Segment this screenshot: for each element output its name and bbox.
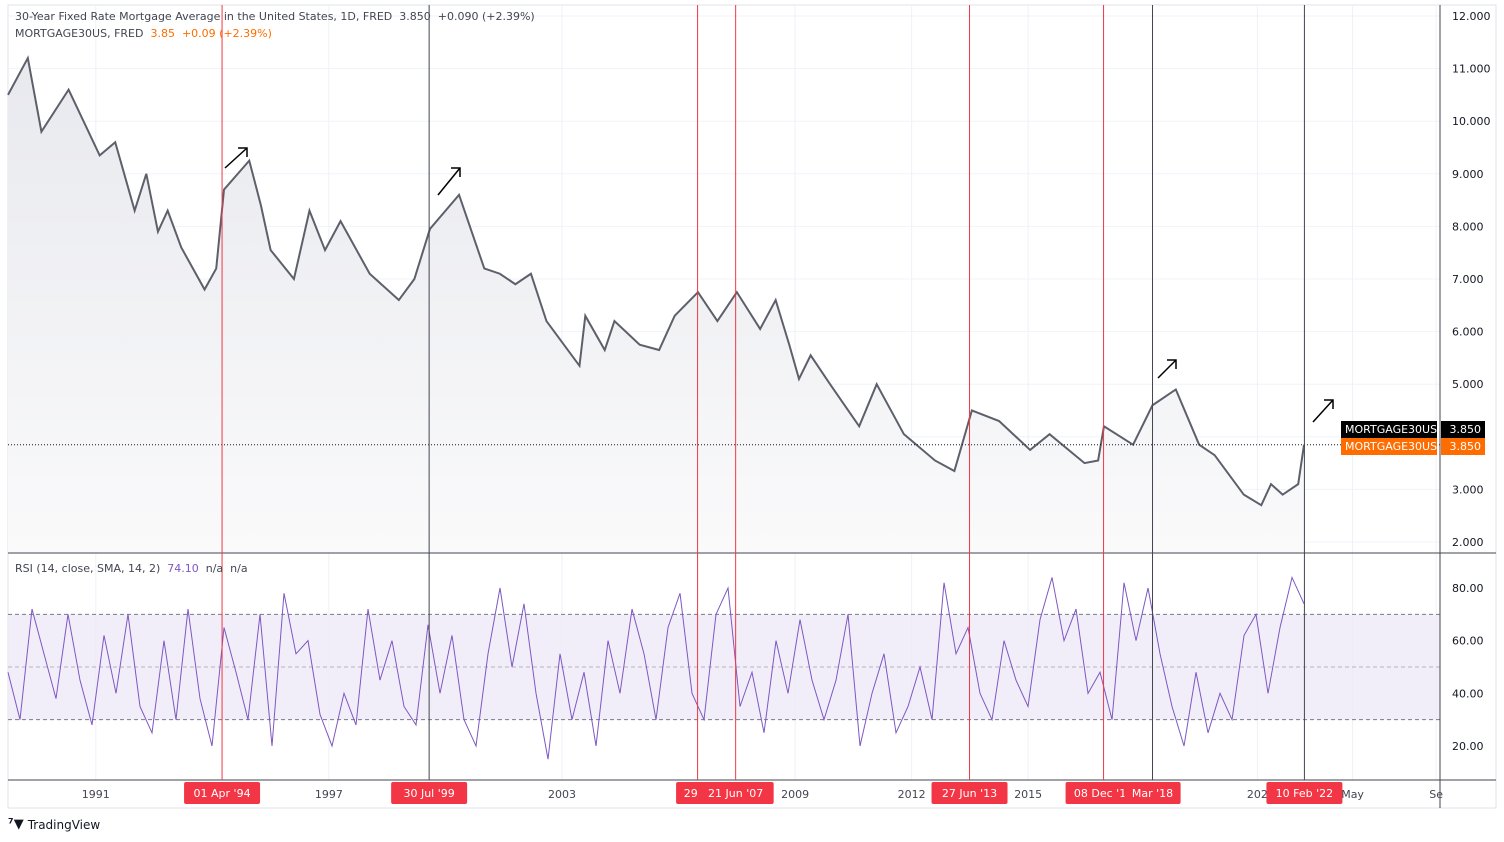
rsi-y-tick-label: 40.00 xyxy=(1452,687,1484,700)
date-marker-tag xyxy=(391,782,468,804)
rsi-na: n/a xyxy=(205,562,224,575)
y-tick-label: 9.000 xyxy=(1452,168,1484,181)
price-tag-value: 3.850 xyxy=(1441,421,1485,438)
y-tick-label: 7.000 xyxy=(1452,273,1484,286)
x-tick-label: 1991 xyxy=(82,788,110,801)
price-tag-name: MORTGAGE30US xyxy=(1341,421,1437,438)
x-tick-label: 2009 xyxy=(781,788,809,801)
date-marker-tag xyxy=(1124,782,1181,804)
rsi-na: n/a xyxy=(230,562,248,575)
rsi-y-tick-label: 60.00 xyxy=(1452,635,1484,648)
y-tick-label: 8.000 xyxy=(1452,220,1484,233)
arrow-head-icon xyxy=(1167,359,1177,369)
main-legend: 30-Year Fixed Rate Mortgage Average in t… xyxy=(15,10,535,23)
series-name: MORTGAGE30US, FRED xyxy=(15,27,144,40)
date-marker-tag xyxy=(184,782,261,804)
y-tick-label: 2.000 xyxy=(1452,536,1484,549)
tradingview-logo[interactable]: ⁷▼ TradingView xyxy=(8,817,100,832)
date-marker-label: 10 Feb '22 xyxy=(1276,787,1334,800)
date-marker-label: 21 Jun '07 xyxy=(708,787,763,800)
y-tick-label: 10.000 xyxy=(1452,115,1491,128)
last-value: 3.850 xyxy=(399,10,431,23)
x-tick-label: 1997 xyxy=(315,788,343,801)
x-tick-label: 2012 xyxy=(898,788,926,801)
price-line xyxy=(7,55,1306,507)
date-marker-label: 27 Jun '13 xyxy=(942,787,997,800)
brand-name: TradingView xyxy=(27,817,101,832)
y-tick-label: 6.000 xyxy=(1452,326,1484,339)
date-marker-label: Mar '18 xyxy=(1132,787,1173,800)
tradingview-icon: ⁷▼ xyxy=(8,817,24,832)
price-tag-name: MORTGAGE30US xyxy=(1341,438,1437,455)
rsi-line xyxy=(7,575,1305,760)
change-value: +0.090 (+2.39%) xyxy=(437,10,535,23)
rsi-value: 74.10 xyxy=(167,562,199,575)
y-tick-label: 11.000 xyxy=(1452,63,1491,76)
arrow-head-icon xyxy=(1324,399,1334,409)
series-legend: MORTGAGE30US, FRED 3.85 +0.09 (+2.39%) xyxy=(15,27,272,40)
arrow-drawing xyxy=(437,167,461,196)
arrow-drawing xyxy=(1312,399,1334,423)
x-tick-label: 2015 xyxy=(1014,788,1042,801)
series-last: 3.85 xyxy=(150,27,175,40)
price-area xyxy=(8,58,1305,553)
arrow-head-icon xyxy=(238,147,248,157)
chart-title: 30-Year Fixed Rate Mortgage Average in t… xyxy=(15,10,393,23)
y-tick-label: 3.000 xyxy=(1452,483,1484,496)
rsi-legend: RSI (14, close, SMA, 14, 2) 74.10 n/a n/… xyxy=(15,562,248,575)
date-marker-label: 08 Dec '16 xyxy=(1074,787,1133,800)
arrow-drawing xyxy=(1157,359,1177,379)
y-tick-label: 12.000 xyxy=(1452,10,1491,23)
series-change: +0.09 (+2.39%) xyxy=(181,27,272,40)
date-marker-label: 30 Jul '99 xyxy=(403,787,454,800)
price-tag-value: 3.850 xyxy=(1441,438,1485,455)
date-marker-label: 01 Apr '94 xyxy=(194,787,251,800)
y-tick-label: 5.000 xyxy=(1452,378,1484,391)
date-marker-tag xyxy=(697,782,774,804)
date-marker-tag xyxy=(1065,782,1142,804)
rsi-label: RSI (14, close, SMA, 14, 2) xyxy=(15,562,161,575)
arrow-head-icon xyxy=(451,167,461,177)
x-tick-label: 2003 xyxy=(548,788,576,801)
date-marker-tag xyxy=(931,782,1008,804)
arrow-drawing xyxy=(224,147,248,169)
date-marker-tag xyxy=(1266,782,1343,804)
x-tick-label: May xyxy=(1341,788,1364,801)
rsi-y-tick-label: 80.00 xyxy=(1452,582,1484,595)
x-tick-label: Se xyxy=(1429,788,1443,801)
rsi-y-tick-label: 20.00 xyxy=(1452,740,1484,753)
x-tick-label: 202 xyxy=(1247,788,1268,801)
